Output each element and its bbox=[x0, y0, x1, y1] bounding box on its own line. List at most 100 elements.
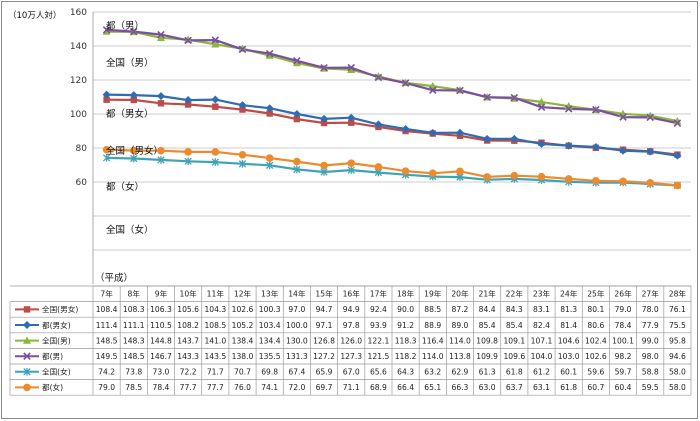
data-point bbox=[320, 114, 329, 123]
data-point bbox=[401, 124, 410, 133]
data-point bbox=[103, 96, 110, 103]
table-cell-value: 77.7 bbox=[180, 383, 197, 392]
table-cell-value: 61.3 bbox=[479, 368, 496, 377]
table-cell-value: 60.4 bbox=[615, 383, 632, 392]
data-point bbox=[347, 159, 356, 167]
data-point bbox=[157, 156, 165, 164]
data-point bbox=[293, 115, 301, 123]
table-cell-value: 135.5 bbox=[259, 352, 281, 361]
data-point bbox=[673, 181, 682, 190]
y-unit-label: （10万人対） bbox=[8, 10, 61, 21]
table-cell-value: 102.6 bbox=[232, 305, 254, 314]
data-point bbox=[401, 79, 410, 87]
y-tick-label: 60 bbox=[76, 178, 88, 188]
table-cell-value: 116.4 bbox=[422, 336, 444, 345]
data-point bbox=[456, 167, 464, 176]
data-point bbox=[646, 113, 654, 122]
x-tick-label: 16年 bbox=[343, 289, 361, 299]
data-point bbox=[157, 146, 165, 155]
x-tick-label: 28年 bbox=[669, 289, 687, 299]
x-tick-label: 7年 bbox=[100, 289, 113, 299]
table-cell-value: 76.0 bbox=[234, 383, 251, 392]
table-cell-value: 72.2 bbox=[180, 368, 197, 377]
data-point bbox=[483, 134, 492, 143]
table-cell-value: 66.4 bbox=[397, 383, 414, 392]
data-point bbox=[347, 166, 355, 174]
data-point bbox=[293, 57, 301, 65]
annotation-label: 都（男） bbox=[106, 20, 144, 32]
data-point bbox=[619, 177, 627, 186]
table-cell-value: 85.4 bbox=[506, 321, 523, 330]
y-tick-label: 120 bbox=[70, 76, 87, 86]
table-cell-value: 67.0 bbox=[343, 368, 360, 377]
x-tick-label: 14年 bbox=[288, 289, 306, 299]
table-cell-value: 74.1 bbox=[261, 383, 278, 392]
y-tick-label: 80 bbox=[76, 144, 88, 154]
data-point bbox=[292, 110, 301, 118]
table-cell-value: 110.5 bbox=[150, 321, 172, 330]
data-point bbox=[646, 179, 655, 187]
table-cell-value: 66.3 bbox=[451, 383, 468, 392]
table-cell-value: 106.3 bbox=[150, 305, 172, 314]
table-cell-value: 109.1 bbox=[503, 336, 525, 345]
table-cell-value: 81.4 bbox=[560, 321, 577, 330]
data-point bbox=[374, 73, 383, 82]
data-point bbox=[619, 146, 628, 155]
data-point bbox=[184, 157, 192, 166]
table-cell-value: 68.9 bbox=[370, 383, 387, 392]
table-cell-value: 97.0 bbox=[288, 305, 305, 314]
table-cell-value: 127.2 bbox=[313, 352, 335, 361]
table-cell-value: 71.1 bbox=[343, 383, 360, 392]
data-point bbox=[564, 175, 573, 183]
data-point bbox=[646, 111, 655, 119]
table-cell-value: 84.4 bbox=[479, 305, 496, 314]
table-cell-value: 113.8 bbox=[449, 352, 471, 361]
data-point bbox=[510, 93, 519, 102]
table-cell-value: 108.4 bbox=[96, 305, 118, 314]
data-point bbox=[347, 65, 356, 73]
table-cell-value: 118.2 bbox=[395, 352, 417, 361]
data-point bbox=[23, 352, 31, 360]
data-point bbox=[266, 110, 273, 117]
data-point bbox=[265, 51, 274, 59]
table-cell-value: 76.1 bbox=[669, 305, 686, 314]
data-point bbox=[483, 173, 491, 181]
table-cell-value: 78.4 bbox=[615, 321, 632, 330]
table-cell-value: 149.5 bbox=[96, 352, 118, 361]
table-cell-value: 63.7 bbox=[506, 383, 523, 392]
legend-series-name: 全国(男) bbox=[42, 335, 71, 345]
data-point bbox=[23, 306, 31, 313]
table-cell-value: 71.7 bbox=[207, 368, 224, 377]
table-cell-value: 60.1 bbox=[560, 368, 577, 377]
table-cell-value: 70.7 bbox=[234, 368, 251, 377]
legend-series-name: 都(女) bbox=[42, 382, 63, 392]
table-cell-value: 121.5 bbox=[368, 352, 390, 361]
data-point bbox=[212, 103, 219, 110]
table-cell-value: 131.3 bbox=[286, 352, 308, 361]
data-point bbox=[537, 172, 546, 181]
annotation-label: 都（男女） bbox=[106, 108, 154, 120]
table-cell-value: 84.3 bbox=[506, 305, 523, 314]
data-point bbox=[238, 101, 247, 110]
table-cell-value: 143.5 bbox=[204, 352, 226, 361]
data-point bbox=[238, 44, 247, 52]
data-point bbox=[130, 27, 138, 36]
table-cell-value: 82.4 bbox=[533, 321, 550, 330]
data-point bbox=[102, 90, 111, 99]
table-cell-value: 90.0 bbox=[397, 305, 414, 314]
table-cell-value: 103.0 bbox=[558, 352, 580, 361]
table-cell-value: 103.4 bbox=[259, 321, 281, 330]
table-cell-value: 127.3 bbox=[340, 352, 362, 361]
data-point bbox=[238, 45, 247, 54]
data-point bbox=[646, 147, 655, 156]
table-cell-value: 92.4 bbox=[370, 305, 387, 314]
table-cell-value: 81.3 bbox=[560, 305, 577, 314]
data-point bbox=[591, 142, 600, 151]
data-point bbox=[265, 104, 274, 113]
table-cell-value: 144.8 bbox=[150, 336, 172, 345]
table-cell-value: 99.0 bbox=[642, 336, 659, 345]
table-cell-value: 63.0 bbox=[479, 383, 496, 392]
table-cell-value: 80.1 bbox=[587, 305, 604, 314]
table-cell-value: 100.1 bbox=[612, 336, 634, 345]
annotation-label: 全国（女） bbox=[106, 224, 154, 236]
